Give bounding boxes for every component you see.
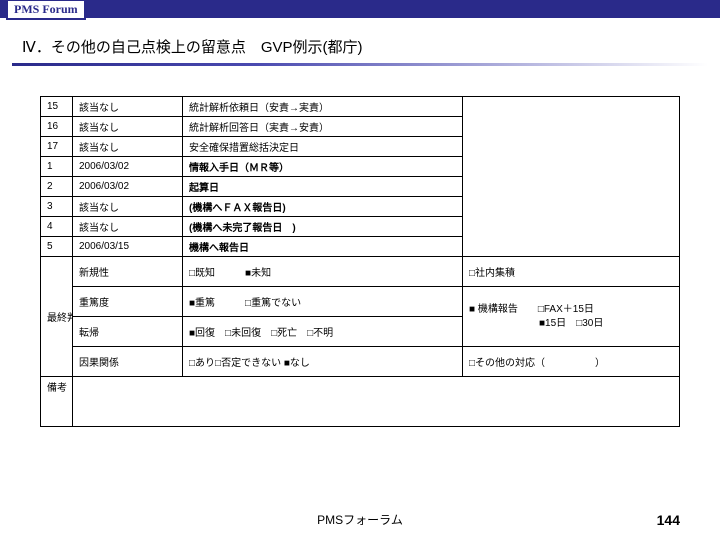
judgment-main: □既知 ■未知 bbox=[183, 257, 463, 287]
remarks-row: 備考 bbox=[41, 377, 680, 427]
judgment-label: 新規性 bbox=[73, 257, 183, 287]
cell-main: 機構へ報告日 bbox=[183, 237, 463, 257]
cell-label: 2006/03/15 bbox=[73, 237, 183, 257]
footer-text: PMSフォーラム bbox=[0, 511, 720, 528]
logo-box: PMS Forum bbox=[6, 0, 86, 20]
cell-right-blank bbox=[463, 97, 680, 257]
cell-label: 該当なし bbox=[73, 197, 183, 217]
cell-label: 該当なし bbox=[73, 217, 183, 237]
cell-main: 統計解析依頼日（安責→実責） bbox=[183, 97, 463, 117]
judgment-main: ■重篤 □重篤でない bbox=[183, 287, 463, 317]
cell-num: 17 bbox=[41, 137, 73, 157]
judgment-group-label: 最終判定 bbox=[41, 257, 73, 377]
cell-label: 該当なし bbox=[73, 97, 183, 117]
cell-main: (機構へ未完了報告日 ) bbox=[183, 217, 463, 237]
judgment-main: ■回復 □未回復 □死亡 □不明 bbox=[183, 317, 463, 347]
cell-main: 起算日 bbox=[183, 177, 463, 197]
cell-num: 4 bbox=[41, 217, 73, 237]
cell-num: 16 bbox=[41, 117, 73, 137]
main-table-wrap: 15 該当なし 統計解析依頼日（安責→実責） 16 該当なし 統計解析回答日（実… bbox=[40, 96, 680, 427]
cell-label: 該当なし bbox=[73, 117, 183, 137]
cell-num: 1 bbox=[41, 157, 73, 177]
main-table: 15 該当なし 統計解析依頼日（安責→実責） 16 該当なし 統計解析回答日（実… bbox=[40, 96, 680, 427]
page-number: 144 bbox=[657, 512, 680, 528]
judgment-label: 重篤度 bbox=[73, 287, 183, 317]
cell-main: 統計解析回答日（実責→安責） bbox=[183, 117, 463, 137]
cell-num: 5 bbox=[41, 237, 73, 257]
table-row: 15 該当なし 統計解析依頼日（安責→実責） bbox=[41, 97, 680, 117]
judgment-row: 最終判定 新規性 □既知 ■未知 □社内集積 bbox=[41, 257, 680, 287]
title-underline bbox=[12, 63, 708, 66]
cell-num: 15 bbox=[41, 97, 73, 117]
judgment-main: □あり□否定できない ■なし bbox=[183, 347, 463, 377]
cell-label: 2006/03/02 bbox=[73, 177, 183, 197]
cell-main: 安全確保措置総括決定日 bbox=[183, 137, 463, 157]
judgment-label: 因果関係 bbox=[73, 347, 183, 377]
page-title: Ⅳ．その他の自己点検上の留意点 GVP例示(都庁) bbox=[22, 36, 720, 57]
remarks-label: 備考 bbox=[41, 377, 73, 427]
judgment-row: 重篤度 ■重篤 □重篤でない ■ 機構報告 □FAX＋15日 ■15日 □30日 bbox=[41, 287, 680, 317]
judgment-label: 転帰 bbox=[73, 317, 183, 347]
cell-num: 2 bbox=[41, 177, 73, 197]
remarks-body bbox=[73, 377, 680, 427]
cell-label: 2006/03/02 bbox=[73, 157, 183, 177]
judgment-right-text: ■ 機構報告 □FAX＋15日 ■15日 □30日 bbox=[469, 304, 603, 329]
judgment-row: 因果関係 □あり□否定できない ■なし □その他の対応（ ） bbox=[41, 347, 680, 377]
cell-main: (機構へＦＡＸ報告日) bbox=[183, 197, 463, 217]
header-bar: PMS Forum bbox=[0, 0, 720, 18]
cell-label: 該当なし bbox=[73, 137, 183, 157]
cell-main: 情報入手日（ＭＲ等） bbox=[183, 157, 463, 177]
logo-text: PMS Forum bbox=[14, 2, 78, 16]
judgment-right: ■ 機構報告 □FAX＋15日 ■15日 □30日 bbox=[463, 287, 680, 347]
judgment-right: □その他の対応（ ） bbox=[463, 347, 680, 377]
cell-num: 3 bbox=[41, 197, 73, 217]
judgment-right: □社内集積 bbox=[463, 257, 680, 287]
